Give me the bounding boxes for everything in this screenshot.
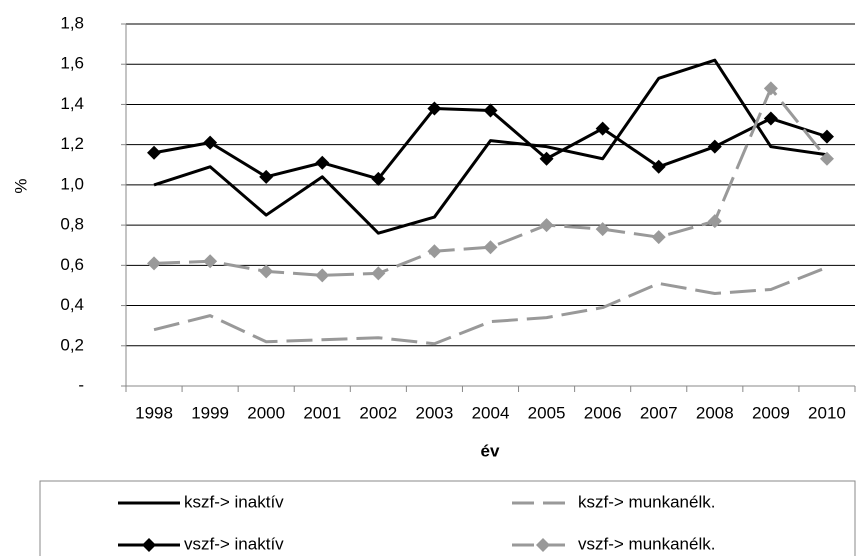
x-tick-label: 2007 — [640, 403, 678, 422]
y-axis-label: % — [11, 178, 30, 193]
series-marker — [371, 266, 386, 281]
x-tick-label: 2008 — [696, 403, 734, 422]
series-marker — [427, 244, 442, 259]
series-line — [153, 58, 828, 235]
legend-label: vszf-> inaktív — [184, 534, 284, 553]
series-marker — [763, 81, 778, 96]
series-marker — [819, 129, 834, 144]
y-tick-label: 0,8 — [60, 215, 84, 234]
x-tick-label: 1998 — [135, 403, 173, 422]
x-tick-label: 2000 — [247, 403, 285, 422]
y-tick-label: 0,2 — [60, 335, 84, 354]
series-marker — [539, 218, 554, 233]
x-axis-label: év — [481, 441, 500, 460]
y-tick-label: 1,8 — [60, 13, 84, 32]
x-tick-label: 2003 — [416, 403, 454, 422]
series-marker — [651, 230, 666, 245]
series-marker — [651, 159, 666, 174]
series-marker — [203, 135, 218, 150]
series-marker — [259, 264, 274, 279]
legend-marker — [536, 538, 550, 552]
y-tick-label: 1,0 — [60, 174, 84, 193]
series-marker — [763, 111, 778, 126]
x-tick-label: 2002 — [359, 403, 397, 422]
series-line — [153, 265, 828, 346]
x-tick-label: 2009 — [752, 403, 790, 422]
y-tick-label: 0,6 — [60, 255, 84, 274]
series-marker — [707, 214, 722, 229]
series-marker — [147, 145, 162, 160]
y-tick-label: 0,4 — [60, 295, 84, 314]
series-line — [153, 106, 828, 181]
series-marker — [147, 256, 162, 271]
series-marker — [539, 151, 554, 166]
series-marker — [819, 151, 834, 166]
x-tick-label: 2004 — [472, 403, 510, 422]
y-tick-label: 1,2 — [60, 134, 84, 153]
legend-label: kszf-> munkanélk. — [578, 492, 715, 511]
y-tick-label: 1,4 — [60, 94, 84, 113]
legend-label: kszf-> inaktív — [184, 492, 284, 511]
y-tick-label: 1,6 — [60, 54, 84, 73]
series-marker — [371, 171, 386, 186]
legend-marker — [142, 538, 156, 552]
series-marker — [595, 222, 610, 237]
y-tick-label: - — [78, 375, 84, 394]
series-marker — [483, 240, 498, 255]
x-tick-label: 1999 — [191, 403, 229, 422]
series-marker — [315, 268, 330, 283]
series-marker — [315, 155, 330, 170]
legend-label: vszf-> munkanélk. — [578, 534, 715, 553]
x-tick-label: 2001 — [303, 403, 341, 422]
x-tick-label: 2006 — [584, 403, 622, 422]
series-marker — [259, 169, 274, 184]
series-marker — [707, 139, 722, 154]
series-marker — [595, 121, 610, 136]
series-marker — [203, 254, 218, 269]
series-marker — [427, 101, 442, 116]
x-tick-label: 2005 — [528, 403, 566, 422]
x-tick-label: 2010 — [808, 403, 846, 422]
series-marker — [483, 103, 498, 118]
